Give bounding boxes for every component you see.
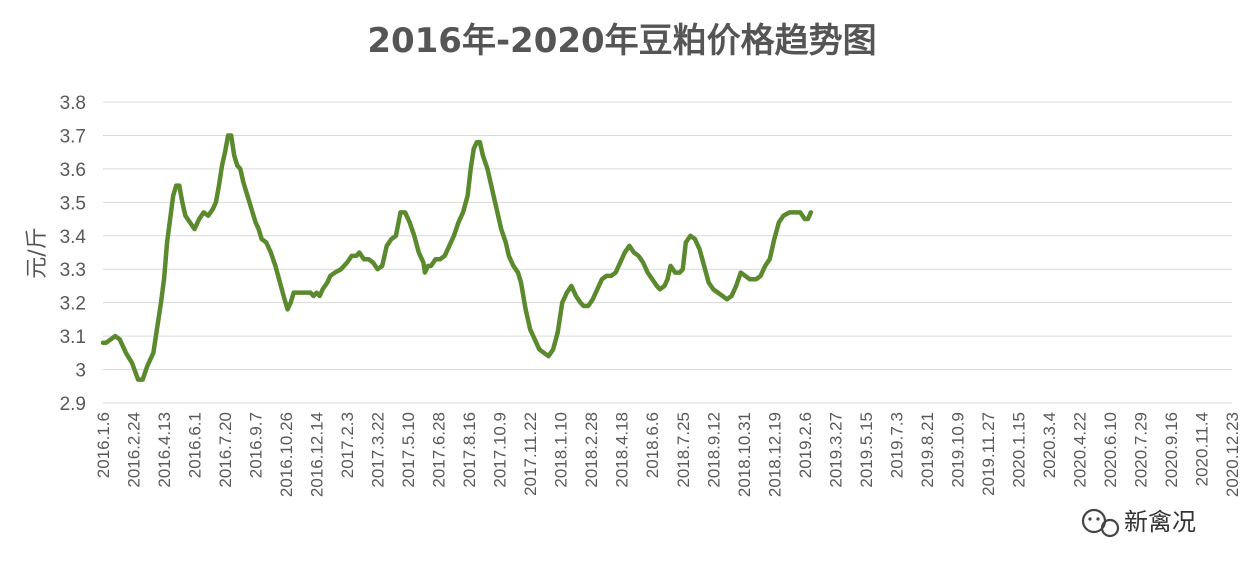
- x-tick-label: 2017.5.10: [399, 412, 418, 488]
- x-tick-label: 2019.10.9: [948, 412, 967, 488]
- x-tick-label: 2016.2.24: [125, 412, 144, 488]
- x-tick-label: 2018.10.31: [735, 412, 754, 497]
- y-tick-label: 3.1: [60, 327, 86, 348]
- x-tick-label: 2017.11.22: [521, 412, 540, 496]
- x-tick-label: 2020.11.4: [1192, 412, 1211, 486]
- x-tick-label: 2019.8.21: [918, 412, 937, 488]
- x-tick-label: 2016.12.14: [308, 412, 327, 497]
- y-axis-label: 元/斤: [25, 227, 50, 278]
- x-tick-label: 2018.6.6: [643, 412, 662, 478]
- x-tick-label: 2020.1.15: [1009, 412, 1028, 488]
- x-tick-label: 2018.7.25: [674, 412, 693, 488]
- x-tick-label: 2019.3.27: [826, 412, 845, 488]
- x-tick-label: 2017.10.9: [491, 412, 510, 488]
- x-tick-label: 2020.7.29: [1131, 412, 1150, 488]
- x-tick-label: 2016.10.26: [277, 412, 296, 497]
- y-tick-label: 3.4: [60, 227, 87, 248]
- x-tick-label: 2016.7.20: [216, 412, 235, 488]
- watermark-text: 新禽况: [1124, 508, 1196, 536]
- x-tick-label: 2020.3.4: [1040, 412, 1059, 478]
- x-tick-label: 2019.2.6: [796, 412, 815, 478]
- series-line: [100, 133, 814, 382]
- y-tick-label: 3.7: [60, 126, 86, 147]
- x-tick-label: 2017.3.22: [369, 412, 388, 488]
- x-tick-label: 2016.1.6: [94, 412, 113, 478]
- x-tick-label: 2020.4.22: [1070, 412, 1089, 488]
- x-tick-label: 2020.6.10: [1101, 412, 1120, 488]
- watermark: 新禽况: [1081, 508, 1196, 538]
- y-tick-label: 3: [75, 361, 86, 382]
- y-tick-label: 3.5: [60, 193, 86, 214]
- x-tick-label: 2020.12.23: [1223, 412, 1242, 497]
- x-tick-label: 2018.12.19: [765, 412, 784, 497]
- wechat-bubble-icon: [1081, 508, 1120, 538]
- chart-title: 2016年-2020年豆粕价格趋势图: [367, 21, 876, 61]
- y-tick-label: 3.2: [60, 294, 86, 315]
- x-tick-label: 2016.9.7: [247, 412, 266, 478]
- y-tick-label: 3.8: [60, 93, 86, 114]
- x-tick-label: 2017.8.16: [460, 412, 479, 488]
- x-tick-label: 2019.7.3: [887, 412, 906, 478]
- x-tick-label: 2017.2.3: [338, 412, 357, 478]
- x-tick-label: 2017.6.28: [430, 412, 449, 488]
- x-tick-label: 2018.2.28: [582, 412, 601, 488]
- y-axis-ticks: 2.9 3 3.1 3.2 3.3 3.4 3.5 3.6 3.7 3.8: [60, 93, 87, 415]
- series-group: [100, 133, 814, 382]
- x-tick-label: 2016.6.1: [186, 412, 205, 478]
- x-tick-label: 2018.4.18: [613, 412, 632, 488]
- x-tick-label: 2018.1.10: [552, 412, 571, 488]
- x-tick-label: 2016.4.13: [155, 412, 174, 488]
- y-tick-label: 2.9: [60, 394, 86, 415]
- y-tick-label: 3.6: [60, 160, 86, 181]
- x-tick-label: 2019.5.15: [857, 412, 876, 488]
- x-tick-label: 2020.9.16: [1162, 412, 1181, 488]
- y-tick-label: 3.3: [60, 260, 86, 281]
- x-tick-label: 2019.11.27: [979, 412, 998, 496]
- x-tick-label: 2018.9.12: [704, 412, 723, 488]
- x-axis-ticks: 2016.1.6 2016.2.24 2016.4.13 2016.6.1 2016.7…: [94, 412, 1242, 497]
